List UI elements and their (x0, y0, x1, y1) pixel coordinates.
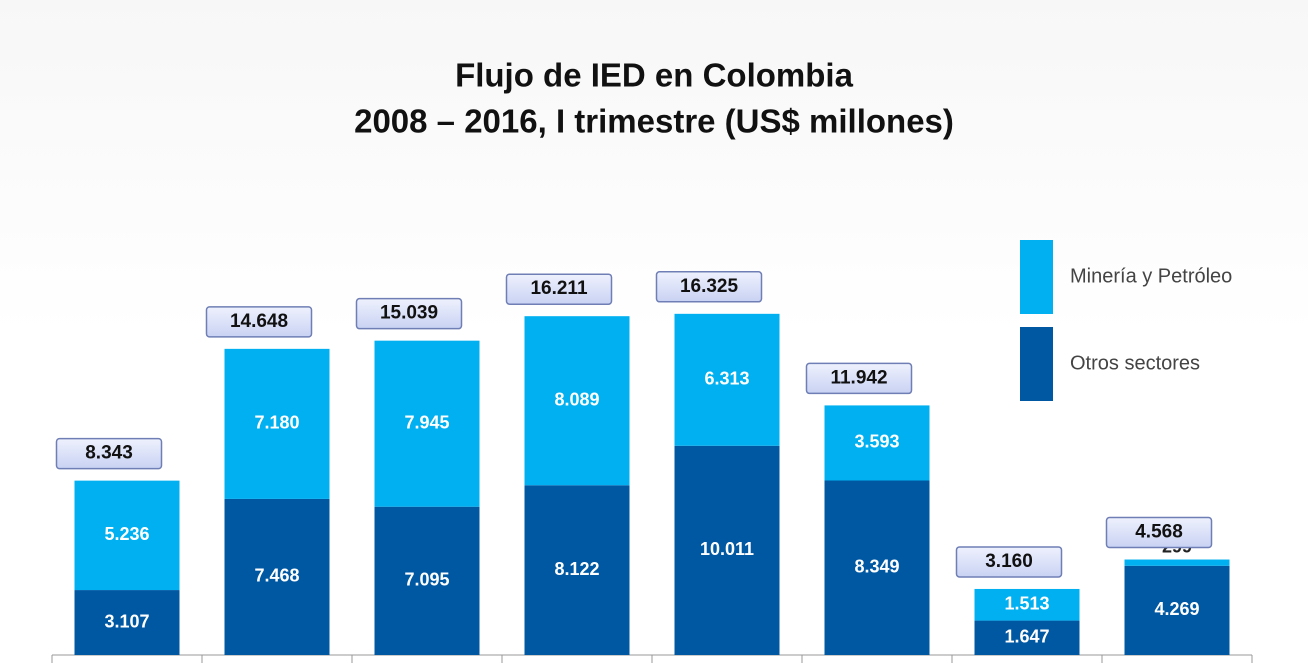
value-label: 1.513 (1004, 594, 1049, 614)
bar-segment (674, 445, 780, 655)
bar-segment (374, 506, 480, 655)
total-box (955, 546, 1063, 578)
bar-segment (824, 405, 930, 481)
total-label: 11.942 (830, 367, 887, 388)
total-box (805, 362, 913, 395)
value-label: 6.313 (704, 369, 749, 389)
bar-segment (974, 620, 1080, 655)
total-label: 16.325 (680, 276, 739, 297)
bar-segment (74, 480, 180, 591)
total-box (655, 271, 763, 303)
bar-segment (1124, 559, 1230, 566)
value-label: 7.945 (404, 412, 449, 432)
value-label: 7.180 (254, 413, 299, 433)
legend-label: Minería y Petróleo (1070, 265, 1232, 287)
value-label: 8.349 (854, 557, 899, 577)
value-label: 8.122 (554, 559, 599, 579)
legend-swatch (1020, 327, 1053, 401)
bar-segment (224, 498, 330, 655)
value-label: 3.107 (104, 611, 149, 631)
value-label: 5.236 (104, 524, 149, 544)
total-box (205, 306, 313, 338)
chart-subtitle: 2008 – 2016, I trimestre (US$ millones) (354, 103, 954, 140)
value-label: 3.593 (854, 432, 899, 452)
total-label: 8.343 (85, 443, 133, 464)
bar-segment (674, 313, 780, 446)
value-label: 10.011 (700, 539, 754, 559)
total-label: 3.160 (985, 551, 1033, 572)
bar-segment (524, 485, 630, 655)
legend-swatch (1020, 240, 1053, 314)
bar-segment (1124, 565, 1230, 655)
total-label: 16.211 (530, 278, 587, 299)
total-label: 15.039 (380, 303, 438, 324)
value-label: 7.468 (254, 566, 299, 586)
chart-title: Flujo de IED en Colombia (455, 57, 854, 94)
total-label: 14.648 (230, 311, 288, 332)
bar-segment (524, 316, 630, 486)
total-box (505, 273, 613, 305)
value-label: 4.269 (1154, 599, 1199, 619)
value-label: 8.089 (554, 389, 599, 409)
total-box (1105, 516, 1213, 549)
total-label: 4.568 (1135, 522, 1183, 543)
bar-segment (74, 590, 180, 655)
total-box (355, 297, 463, 330)
legend-label: Otros sectores (1070, 352, 1200, 374)
bar-segment (974, 588, 1080, 621)
bar-segment (374, 340, 480, 507)
value-label: 7.095 (404, 570, 449, 590)
bar-segment (824, 480, 930, 655)
total-box (55, 437, 163, 470)
value-label: 1.647 (1004, 627, 1049, 647)
bar-segment (224, 348, 330, 499)
